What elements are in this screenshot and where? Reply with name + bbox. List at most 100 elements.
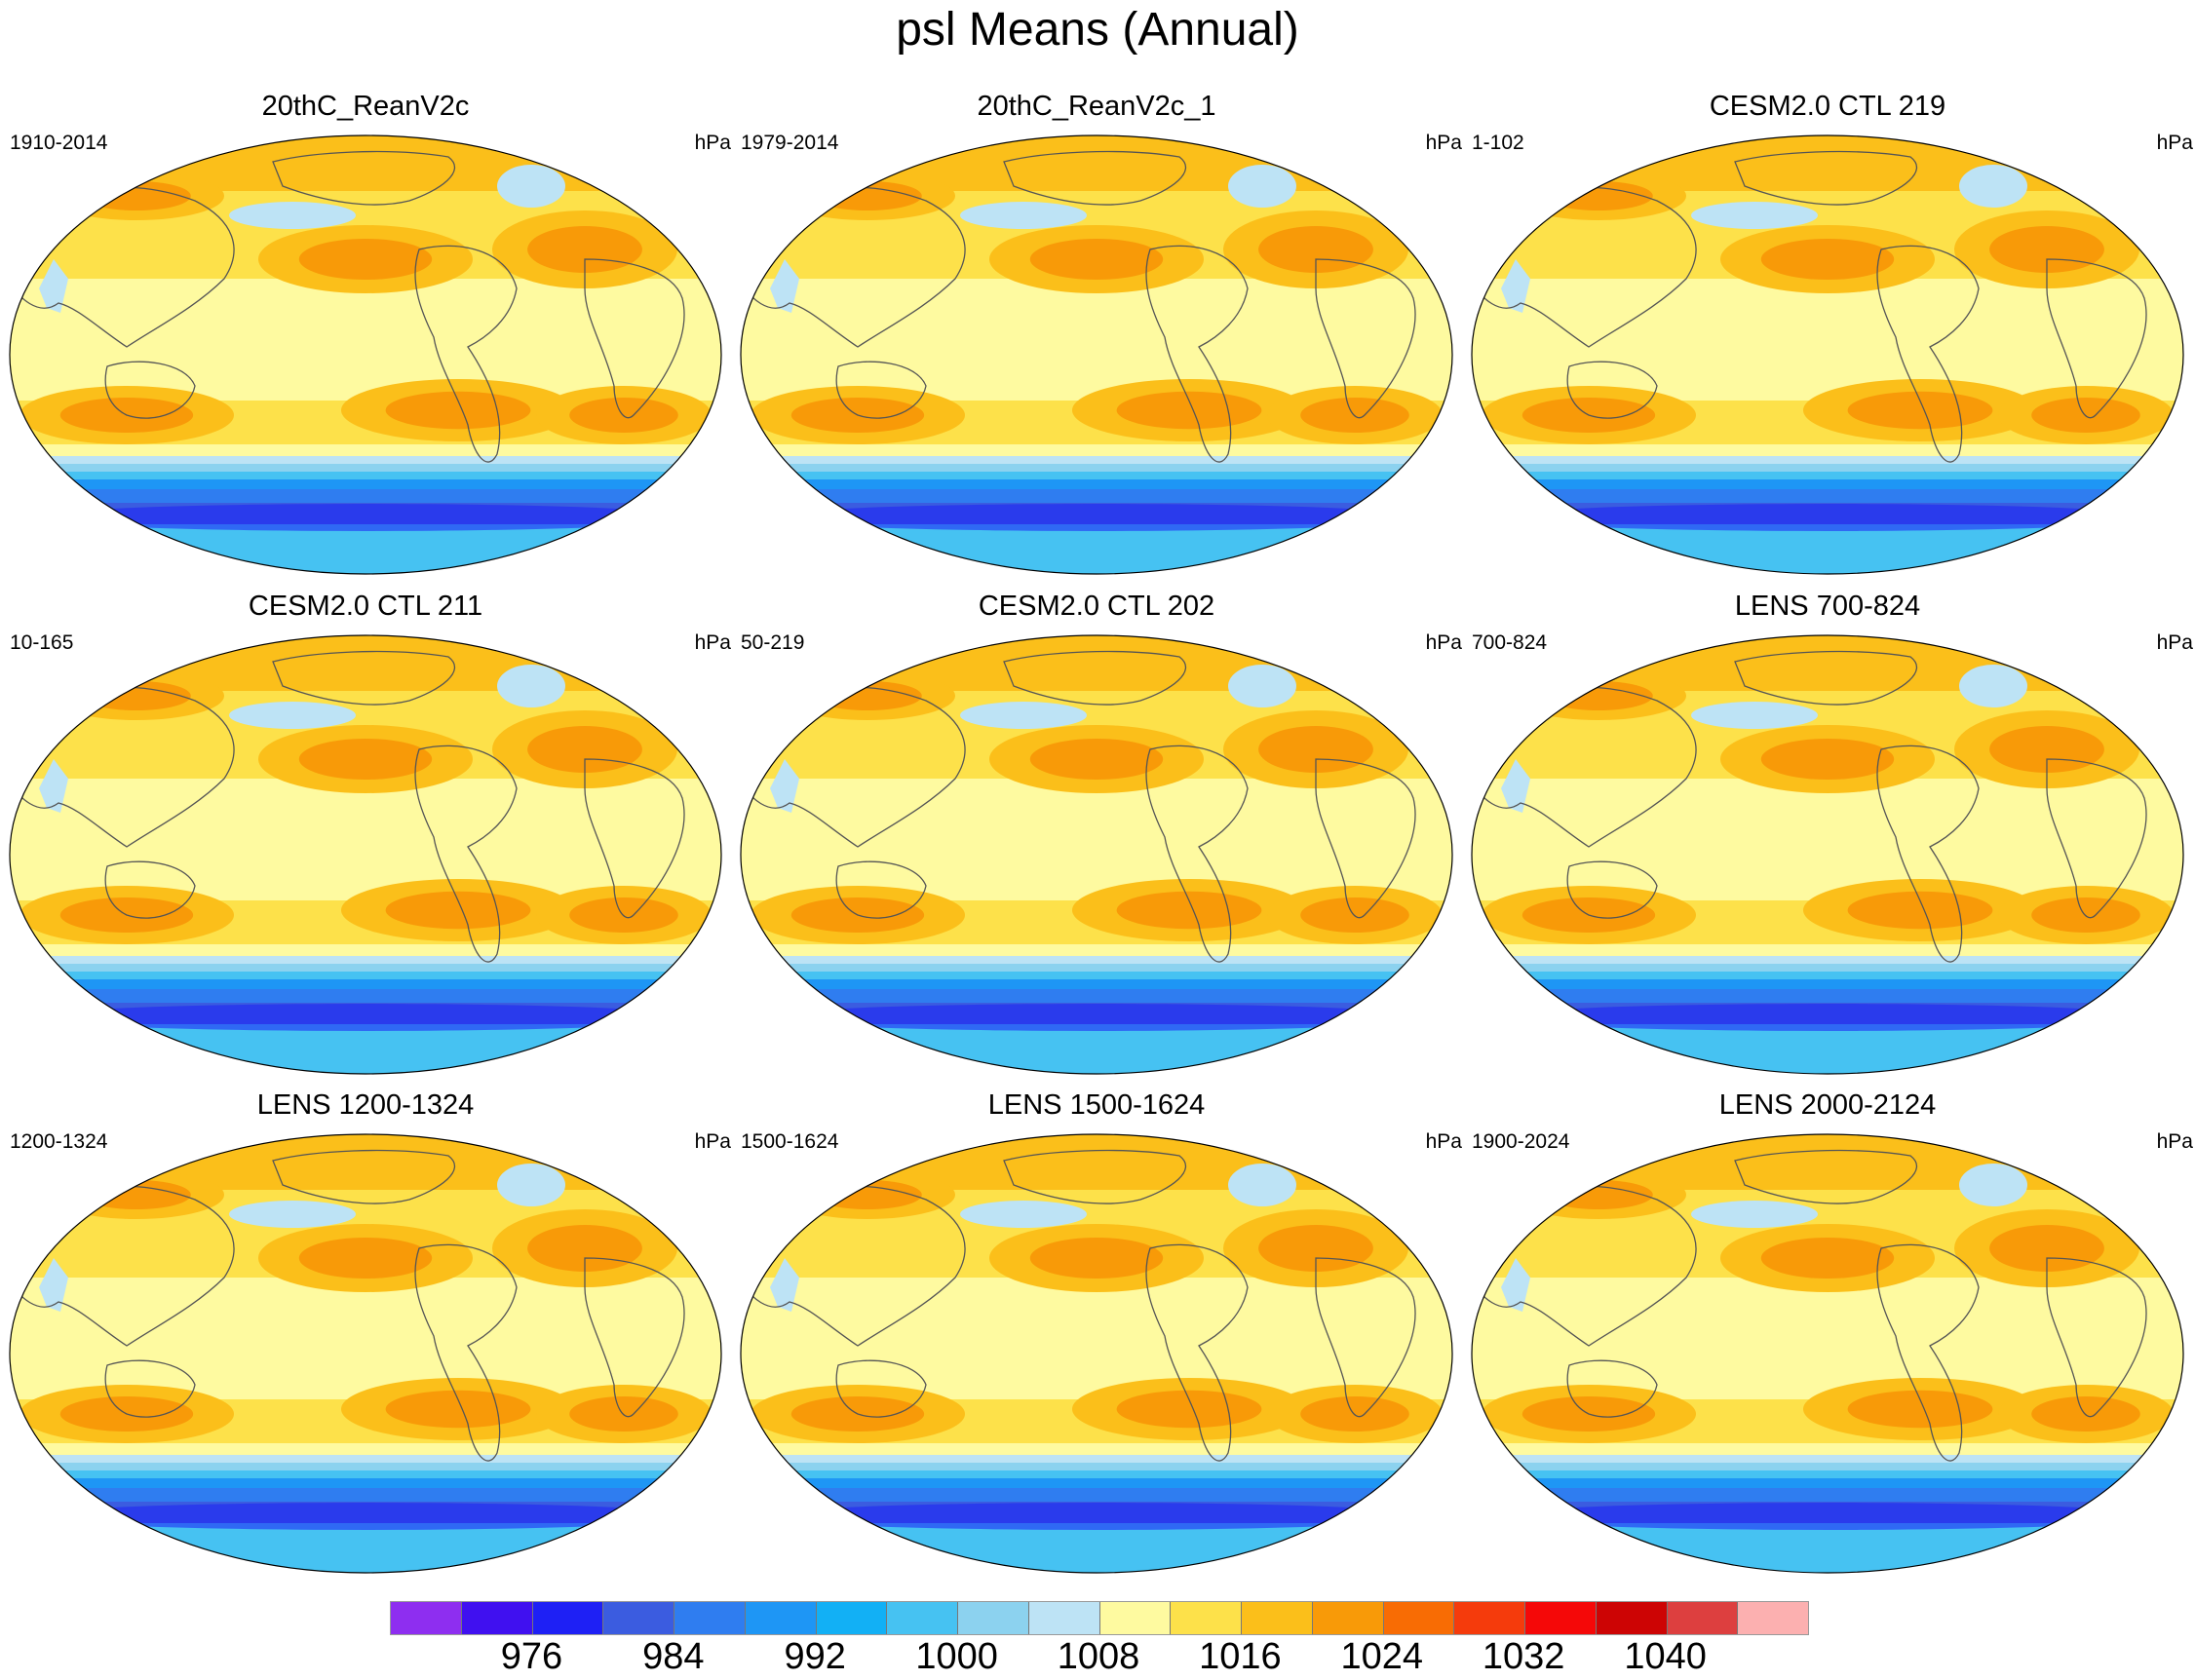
coastline — [1734, 1149, 1918, 1204]
field-band — [741, 1488, 1452, 1502]
field-band — [10, 956, 721, 964]
south-asia-low — [1501, 259, 1530, 313]
field-band — [10, 635, 721, 691]
high-pressure-core — [82, 181, 191, 210]
southern-ocean-low — [1496, 1503, 2159, 1530]
icelandic-low — [1228, 165, 1296, 208]
high-pressure-core — [1116, 391, 1262, 430]
field-layer — [1472, 135, 2183, 574]
field-layer — [1472, 635, 2183, 1074]
colorbar-tick-label: 1008 — [1057, 1636, 1140, 1677]
coastline — [1003, 1149, 1187, 1204]
panel-title: LENS 2000-2124 — [1718, 1089, 1937, 1121]
field-band — [10, 456, 721, 464]
coastline — [2046, 758, 2147, 919]
high-pressure-core — [1544, 181, 1653, 210]
panel-title: LENS 700-824 — [1734, 591, 1921, 622]
panel-years-label: 1500-1624 — [741, 1130, 839, 1153]
south-asia-low — [39, 1258, 68, 1312]
field-band — [741, 635, 1452, 691]
coastline — [584, 1257, 685, 1418]
coastline — [414, 245, 518, 463]
field-layer — [10, 135, 721, 574]
colorbar-cell — [1242, 1602, 1313, 1634]
field-band — [741, 479, 1452, 489]
field-band — [10, 964, 721, 972]
coastline — [104, 860, 196, 919]
field-band — [741, 964, 1452, 972]
field-band — [10, 479, 721, 489]
colorbar-cell — [1667, 1602, 1739, 1634]
field-band — [1472, 944, 2183, 956]
field-band — [10, 464, 721, 472]
coastline — [414, 745, 518, 963]
colorbar-cell — [1454, 1602, 1525, 1634]
colorbar-cell — [1525, 1602, 1597, 1634]
field-band — [741, 972, 1452, 979]
map-panel: LENS 700-824 700-824 hPa — [1462, 590, 2193, 1077]
panel-units-label: hPa — [694, 631, 731, 654]
high-pressure-core — [1544, 681, 1653, 710]
colorbar-tick-label: 992 — [784, 1636, 846, 1677]
south-asia-low — [770, 1258, 799, 1312]
field-band — [1472, 1478, 2183, 1488]
field-band — [741, 956, 1452, 964]
panel-years-label: 1200-1324 — [10, 1130, 108, 1153]
field-band — [741, 524, 1452, 574]
colorbar-cell — [1312, 1602, 1384, 1634]
south-asia-low — [1501, 759, 1530, 813]
field-band — [741, 1463, 1452, 1470]
panel-years-label: 1979-2014 — [741, 132, 839, 154]
high-pressure-core — [1847, 391, 1993, 430]
field-band — [10, 472, 721, 479]
figure-title: psl Means (Annual) — [896, 4, 1299, 56]
field-band — [1472, 1470, 2183, 1478]
map-border — [1471, 634, 2184, 1075]
field-band — [10, 1455, 721, 1463]
coastline — [584, 258, 685, 419]
colorbar-cell — [1383, 1602, 1455, 1634]
high-pressure-core — [82, 1180, 191, 1209]
field-band — [741, 944, 1452, 956]
high-pressure-core — [1029, 739, 1164, 780]
field-band — [1472, 1523, 2183, 1573]
psl-map — [740, 634, 1453, 1075]
high-pressure-core — [1847, 891, 1993, 930]
coastline — [104, 361, 196, 419]
field-band — [1472, 989, 2183, 1003]
field-band — [1472, 444, 2183, 456]
southern-ocean-low — [34, 1004, 697, 1031]
map-panel: LENS 1500-1624 1500-1624 hPa — [731, 1088, 1462, 1576]
high-pressure-core — [385, 391, 531, 430]
psl-map — [9, 134, 722, 575]
map-border — [1471, 134, 2184, 575]
coastline — [1003, 150, 1187, 206]
field-band — [10, 1024, 721, 1074]
map-border — [740, 1133, 1453, 1574]
field-layer — [10, 1134, 721, 1573]
field-band — [10, 1470, 721, 1478]
field-band — [1472, 524, 2183, 574]
icelandic-low — [497, 1164, 565, 1206]
panel-units-label: hPa — [1425, 132, 1462, 154]
coastline — [2046, 258, 2147, 419]
field-band — [10, 489, 721, 503]
field-band — [1472, 956, 2183, 964]
aleutian-low — [960, 702, 1087, 729]
south-asia-low — [1501, 1258, 1530, 1312]
map-panel: CESM2.0 CTL 202 50-219 hPa — [731, 590, 1462, 1077]
field-band — [10, 1463, 721, 1470]
field-band — [741, 989, 1452, 1003]
high-pressure-core — [82, 681, 191, 710]
high-pressure-core — [813, 1180, 922, 1209]
field-band — [1472, 979, 2183, 989]
icelandic-low — [497, 165, 565, 208]
field-layer — [741, 135, 1452, 574]
coastline — [104, 1359, 196, 1418]
panel-years-label: 1-102 — [1472, 132, 1524, 154]
field-band — [741, 1134, 1452, 1190]
psl-map — [740, 134, 1453, 575]
field-band — [10, 1488, 721, 1502]
coastline — [1003, 650, 1187, 706]
high-pressure-core — [385, 1390, 531, 1429]
